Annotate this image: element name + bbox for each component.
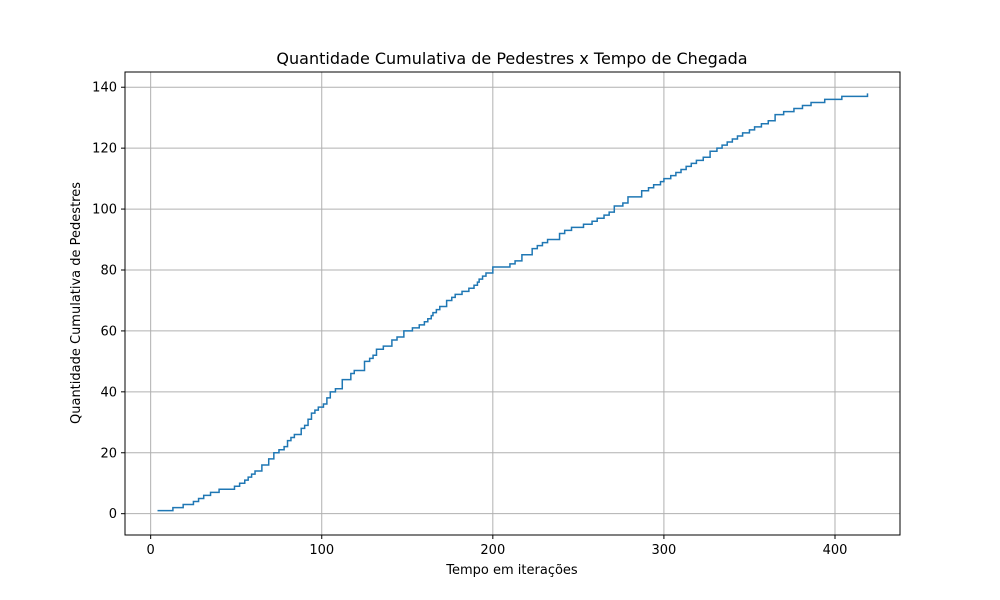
series-layer — [157, 93, 869, 512]
x-tick-label: 0 — [147, 543, 155, 558]
plot-area-frame — [124, 71, 901, 536]
x-axis-ticks: 0 100 200 300 400 — [147, 535, 848, 558]
y-tick-label: 140 — [92, 81, 117, 96]
cumulative-step-line — [157, 93, 869, 512]
y-tick-label: 120 — [92, 142, 117, 157]
x-axis-label: Tempo em iterações — [445, 563, 578, 578]
x-tick-label: 100 — [309, 543, 334, 558]
x-tick-label: 400 — [823, 543, 848, 558]
y-axis-label: Quantidade Cumulativa de Pedestres — [69, 182, 84, 424]
chart-title: Quantidade Cumulativa de Pedestres x Tem… — [276, 49, 747, 68]
x-tick-label: 200 — [480, 543, 505, 558]
y-tick-label: 80 — [100, 263, 117, 278]
y-axis-ticks: 0 20 40 60 80 100 120 140 — [92, 81, 125, 522]
y-tick-label: 40 — [100, 385, 117, 400]
y-tick-label: 20 — [100, 446, 117, 461]
grid-lines — [125, 72, 900, 535]
x-tick-label: 300 — [651, 543, 676, 558]
y-tick-label: 100 — [92, 203, 117, 218]
y-tick-label: 0 — [109, 507, 117, 522]
y-tick-label: 60 — [100, 324, 117, 339]
